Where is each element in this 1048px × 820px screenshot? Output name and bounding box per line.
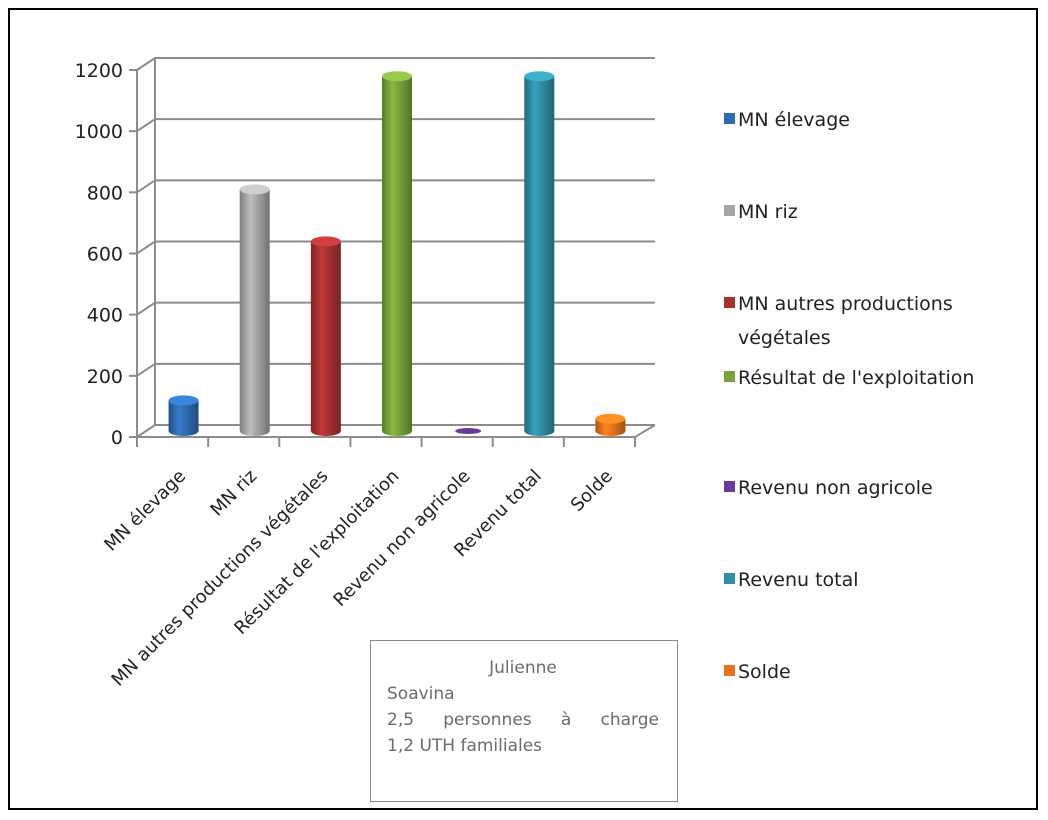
bar-1-top	[168, 395, 199, 406]
legend-item-4: Résultat de l'exploitation	[724, 367, 974, 389]
x-category-label: Solde	[567, 466, 617, 516]
legend-label: Revenu total	[738, 569, 859, 591]
gridline	[136, 179, 655, 194]
legend-label: MN riz	[738, 201, 798, 223]
bar-2-body	[239, 189, 270, 436]
legend: MN élevage MN riz MN autres productions vég…	[724, 109, 974, 683]
x-category-label: Revenu non agricole	[329, 466, 474, 611]
bar-1-body	[168, 400, 199, 437]
y-tick-label: 600	[87, 244, 123, 266]
legend-item-2: MN riz	[724, 201, 798, 223]
info-workers: 1,2 UTH familiales	[387, 736, 543, 756]
x-category-label: MN riz	[206, 466, 261, 521]
legend-swatch	[724, 481, 735, 492]
legend-swatch	[724, 573, 735, 584]
legend-swatch	[724, 297, 735, 308]
bar-6	[524, 71, 555, 437]
gridline	[136, 301, 655, 316]
y-axis: 0 200 400 600 800 1000 1200	[75, 60, 123, 449]
gridlines	[129, 57, 655, 447]
legend-item-7: Solde	[724, 661, 791, 683]
gridline	[136, 362, 655, 377]
bar-7-top	[595, 413, 626, 424]
legend-swatch	[724, 205, 735, 216]
legend-swatch	[724, 113, 735, 124]
info-dependents: 2,5 personnes à charge	[387, 710, 659, 730]
bar-2	[239, 184, 270, 436]
bar-6-body	[524, 76, 555, 437]
legend-swatch	[724, 665, 735, 676]
y-tick-label: 400	[87, 305, 123, 327]
legend-label: MN élevage	[738, 109, 850, 131]
y-tick-label: 800	[87, 182, 123, 204]
bar-2-top	[239, 184, 270, 195]
bar-4	[382, 71, 412, 436]
info-name: Julienne	[489, 658, 557, 678]
gridline	[136, 240, 655, 255]
bar-4-top	[382, 71, 412, 82]
legend-label: végétales	[738, 327, 831, 349]
bar-1	[168, 395, 199, 437]
legend-swatch	[724, 371, 735, 382]
bar-3-body	[310, 241, 341, 437]
legend-item-3: MN autres productions végétales	[724, 293, 953, 349]
gridline	[136, 118, 655, 132]
info-text-box: Julienne Soavina 2,5 personnes à charge …	[370, 640, 678, 802]
legend-label: Solde	[738, 661, 791, 683]
y-tick-label: 200	[87, 366, 123, 388]
x-category-label: MN élevage	[100, 466, 190, 556]
bar-7	[595, 413, 626, 437]
gridline	[136, 424, 655, 438]
bar-5	[455, 428, 482, 434]
legend-item-6: Revenu total	[724, 569, 859, 591]
bar-4-body	[382, 76, 412, 436]
bar-3	[310, 236, 341, 437]
info-place: Soavina	[387, 684, 455, 704]
legend-label: Résultat de l'exploitation	[738, 367, 974, 389]
legend-label: MN autres productions	[738, 293, 953, 315]
bar-3-top	[310, 236, 341, 247]
legend-item-1: MN élevage	[724, 109, 850, 131]
y-tick-label: 1000	[75, 121, 123, 143]
gridline	[136, 57, 655, 71]
y-tick-label: 0	[111, 427, 123, 449]
bar-6-top	[524, 71, 555, 82]
y-tick-label: 1200	[75, 60, 123, 82]
bar-5-cap	[455, 428, 482, 434]
legend-item-5: Revenu non agricole	[724, 477, 933, 499]
bars	[168, 71, 626, 437]
legend-label: Revenu non agricole	[738, 477, 933, 499]
